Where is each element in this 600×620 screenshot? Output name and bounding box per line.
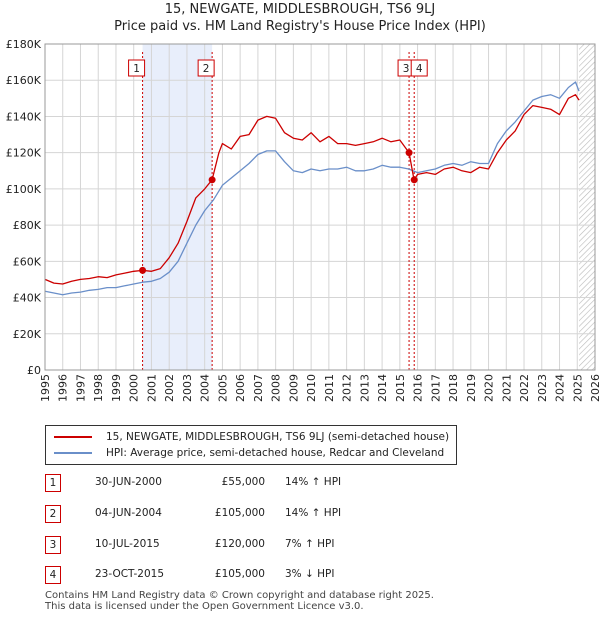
footer-copyright: Contains HM Land Registry data © Crown c…: [45, 590, 434, 601]
x-tick-label: 2015: [394, 374, 407, 402]
transaction-hpi: 14% ↑ HPI: [285, 476, 342, 488]
marker-box-4: [410, 59, 428, 77]
transaction-point-4: [410, 176, 418, 184]
x-tick-label: 2010: [305, 374, 318, 402]
x-tick-label: 2001: [145, 374, 158, 402]
chart-subtitle: Price paid vs. HM Land Registry's House …: [114, 19, 486, 34]
x-tick-label: 2020: [483, 374, 496, 402]
x-tick-label: 2009: [287, 374, 300, 402]
transaction-date: 04-JUN-2004: [95, 507, 162, 519]
transaction-number: 1: [45, 474, 61, 492]
chart-title: 15, NEWGATE, MIDDLESBROUGH, TS6 9LJ: [164, 2, 436, 17]
transaction-date: 30-JUN-2000: [95, 476, 162, 488]
x-tick-label: 2017: [429, 374, 442, 402]
x-tick-label: 1995: [39, 374, 52, 402]
highlight-span: [142, 44, 213, 370]
marker-label-2: 2: [203, 63, 210, 75]
x-tick-label: 2026: [589, 374, 600, 402]
legend-label-property: 15, NEWGATE, MIDDLESBROUGH, TS6 9LJ (sem…: [106, 431, 450, 443]
transaction-hpi: 14% ↑ HPI: [285, 507, 342, 519]
transaction-number: 3: [45, 536, 61, 554]
marker-label-4: 4: [416, 63, 423, 75]
legend-swatch-property: [54, 436, 92, 438]
x-tick-label: 1998: [92, 374, 105, 402]
legend-label-hpi: HPI: Average price, semi-detached house,…: [106, 447, 445, 459]
x-tick-label: 2013: [358, 374, 371, 402]
x-tick-label: 2011: [323, 374, 336, 402]
transaction-point-3: [405, 149, 413, 157]
x-tick-label: 2024: [554, 374, 567, 402]
x-tick-label: 2023: [536, 374, 549, 402]
property-price-line: [44, 94, 580, 285]
legend: 15, NEWGATE, MIDDLESBROUGH, TS6 9LJ (sem…: [45, 425, 457, 465]
x-tick-label: 1996: [57, 374, 70, 402]
plot-area: [45, 44, 595, 370]
y-tick-label: £0: [27, 364, 41, 377]
x-tick-label: 2014: [376, 374, 389, 402]
transaction-number: 4: [45, 566, 61, 584]
y-tick-label: £180K: [6, 38, 42, 51]
transaction-price: £105,000: [214, 507, 265, 519]
legend-item-hpi: HPI: Average price, semi-detached house,…: [54, 446, 444, 460]
footer: Contains HM Land Registry data © Crown c…: [45, 590, 434, 612]
transaction-point-1: [139, 266, 147, 274]
marker-label-3: 3: [403, 63, 410, 75]
x-tick-label: 2016: [412, 374, 425, 402]
footer-licence: This data is licensed under the Open Gov…: [45, 601, 364, 612]
x-tick-label: 2002: [163, 374, 176, 402]
price-chart: £0 £20K £40K £60K £80K £100K £120K £140K £160K £1…: [6, 38, 600, 402]
y-tick-label: £100K: [6, 183, 42, 196]
transaction-number: 2: [45, 505, 61, 523]
y-tick-label: £120K: [6, 147, 42, 160]
marker-box-2: [197, 59, 215, 77]
x-tick-label: 2005: [216, 374, 229, 402]
plot-border: [44, 43, 596, 371]
marker-label-1: 1: [133, 63, 140, 75]
x-tick-label: 2008: [270, 374, 283, 402]
y-tick-label: £160K: [6, 74, 42, 87]
y-tick-label: £140K: [6, 110, 42, 123]
x-tick-label: 2003: [181, 374, 194, 402]
x-tick-label: 2012: [341, 374, 354, 402]
x-tick-label: 2019: [465, 374, 478, 402]
y-tick-label: £40K: [13, 292, 42, 305]
y-tick-label: £60K: [13, 255, 42, 268]
transaction-price: £105,000: [214, 568, 265, 580]
transaction-price: £120,000: [214, 538, 265, 550]
transaction-hpi: 3% ↓ HPI: [285, 568, 335, 580]
legend-swatch-hpi: [54, 452, 92, 454]
x-tick-label: 1999: [110, 374, 123, 402]
transaction-point-2: [208, 176, 216, 184]
marker-box-1: [128, 59, 146, 77]
legend-item-property: 15, NEWGATE, MIDDLESBROUGH, TS6 9LJ (sem…: [54, 430, 449, 444]
transaction-hpi: 7% ↑ HPI: [285, 538, 335, 550]
x-tick-label: 2021: [500, 374, 513, 402]
x-tick-label: 2006: [234, 374, 247, 402]
y-tick-label: £20K: [13, 328, 42, 341]
x-tick-label: 2007: [252, 374, 265, 402]
y-tick-label: £80K: [13, 219, 42, 232]
x-tick-label: 2004: [199, 374, 212, 402]
forecast-hatch: [579, 44, 595, 370]
x-tick-label: 1997: [74, 374, 87, 402]
hpi-line: [44, 81, 580, 296]
x-tick-label: 2018: [447, 374, 460, 402]
transaction-date: 10-JUL-2015: [95, 538, 160, 550]
x-tick-label: 2025: [571, 374, 584, 402]
x-tick-label: 2000: [128, 374, 141, 402]
transaction-price: £55,000: [221, 476, 265, 488]
x-tick-label: 2022: [518, 374, 531, 402]
transaction-date: 23-OCT-2015: [95, 568, 164, 580]
